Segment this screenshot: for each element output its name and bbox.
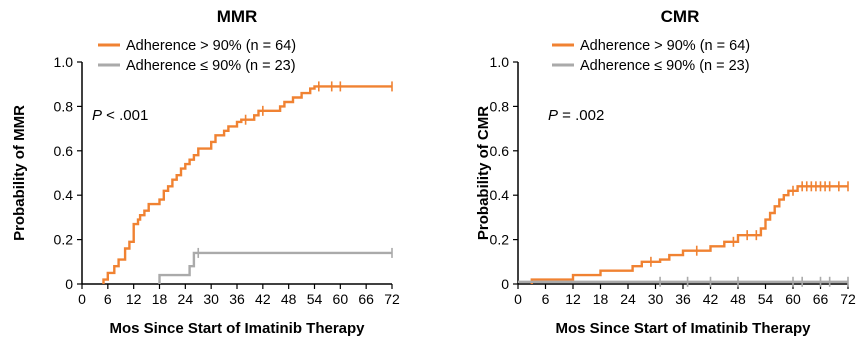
x-tick-label: 48 xyxy=(281,291,297,307)
legend-label: Adherence > 90% (n = 64) xyxy=(126,38,296,54)
x-tick-label: 36 xyxy=(675,291,691,307)
series-line xyxy=(102,85,392,284)
x-tick-label: 0 xyxy=(514,291,522,307)
series-0 xyxy=(102,81,393,284)
p-value-text: < .001 xyxy=(102,107,148,124)
p-value-text: = .002 xyxy=(558,107,604,124)
legend-label: Adherence ≤ 90% (n = 23) xyxy=(126,58,296,74)
x-tick-label: 54 xyxy=(758,291,774,307)
series-1 xyxy=(518,276,849,287)
x-tick-label: 12 xyxy=(565,291,581,307)
x-tick-label: 60 xyxy=(333,291,349,307)
x-tick-label: 6 xyxy=(104,291,112,307)
y-tick-label: 0.2 xyxy=(54,232,74,248)
x-tick-label: 30 xyxy=(203,291,219,307)
x-axis-title: Mos Since Start of Imatinib Therapy xyxy=(555,320,811,337)
mmr-chart-panel: MMR 0 6 12 18 24 30 36 42 48 54 60 66 72 0 0.2 0.4 0.6 0.8… xyxy=(11,7,400,337)
y-axis-title: Probability of MMR xyxy=(11,105,28,241)
y-tick-label: 0.2 xyxy=(490,232,510,248)
x-tick-label: 36 xyxy=(229,291,245,307)
series-0 xyxy=(530,181,849,284)
p-value-annotation: P < .001 xyxy=(92,107,148,124)
y-tick-label: 0.4 xyxy=(54,187,74,203)
x-tick-label: 30 xyxy=(648,291,664,307)
x-tick-label: 18 xyxy=(152,291,168,307)
cmr-chart-panel: CMR 0 6 12 18 24 30 36 42 48 54 60 66 72 0 0.2 0.4 0.6 0.8… xyxy=(475,7,856,337)
series-line xyxy=(158,251,392,284)
y-tick-label: 0.6 xyxy=(490,143,510,159)
series-line xyxy=(530,185,848,284)
x-tick-label: 12 xyxy=(126,291,142,307)
x-tick-label: 72 xyxy=(384,291,400,307)
x-tick-label: 60 xyxy=(785,291,801,307)
p-value-symbol: P xyxy=(92,107,102,124)
y-tick-label: 0.8 xyxy=(490,98,510,114)
y-tick-label: 1.0 xyxy=(490,54,510,70)
p-value-symbol: P xyxy=(548,107,558,124)
x-tick-label: 42 xyxy=(703,291,719,307)
chart-title: CMR xyxy=(661,7,700,26)
x-tick-label: 42 xyxy=(255,291,271,307)
p-value-annotation: P = .002 xyxy=(548,107,604,124)
y-tick-label: 1.0 xyxy=(54,54,74,70)
y-tick-label: 0 xyxy=(65,276,73,292)
x-tick-label: 54 xyxy=(307,291,323,307)
x-tick-label: 18 xyxy=(593,291,609,307)
x-tick-label: 66 xyxy=(813,291,829,307)
x-tick-label: 0 xyxy=(78,291,86,307)
x-tick-label: 66 xyxy=(358,291,374,307)
x-tick-label: 48 xyxy=(730,291,746,307)
legend-label: Adherence > 90% (n = 64) xyxy=(580,38,750,54)
x-tick-label: 72 xyxy=(840,291,856,307)
x-tick-label: 24 xyxy=(620,291,636,307)
x-tick-label: 24 xyxy=(178,291,194,307)
y-tick-label: 0 xyxy=(501,276,509,292)
series-1 xyxy=(158,247,393,284)
y-tick-label: 0.4 xyxy=(490,187,510,203)
y-tick-label: 0.8 xyxy=(54,98,74,114)
x-tick-label: 6 xyxy=(542,291,550,307)
chart-title: MMR xyxy=(217,7,258,26)
y-axis-title: Probability of CMR xyxy=(475,106,492,240)
legend-label: Adherence ≤ 90% (n = 23) xyxy=(580,58,750,74)
y-tick-label: 0.6 xyxy=(54,143,74,159)
x-axis-title: Mos Since Start of Imatinib Therapy xyxy=(109,320,365,337)
